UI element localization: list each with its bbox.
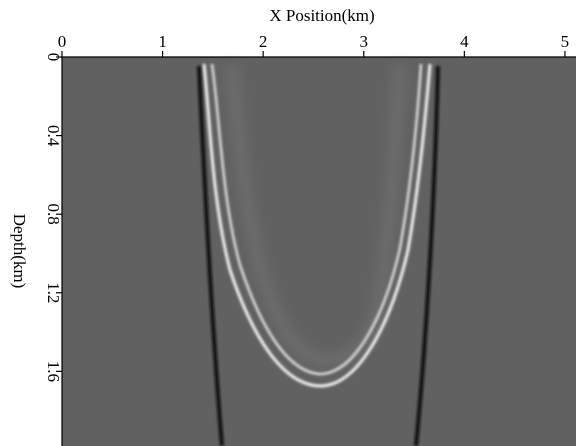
x-tick-label: 0 [58,32,67,51]
x-tick-label: 4 [460,32,469,51]
x-axis-label: X Position(km) [269,6,374,25]
image-background [62,57,576,446]
y-tick-label: 0 [44,53,63,62]
y-tick-label: 1.2 [44,282,63,303]
seismic-image [62,57,576,446]
y-axis-label: Depth(km) [10,214,29,289]
chart: X Position(km) Depth(km) 0 1 2 3 4 5 0 0.4 0.8 1.… [0,0,576,446]
y-tick-label: 1.6 [44,361,63,382]
x-tick-label: 1 [158,32,167,51]
y-tick-label: 0.4 [44,125,63,147]
x-tick-label: 3 [360,32,369,51]
x-tick-label: 2 [259,32,268,51]
x-tick-label: 5 [561,32,570,51]
y-tick-label: 0.8 [44,204,63,225]
